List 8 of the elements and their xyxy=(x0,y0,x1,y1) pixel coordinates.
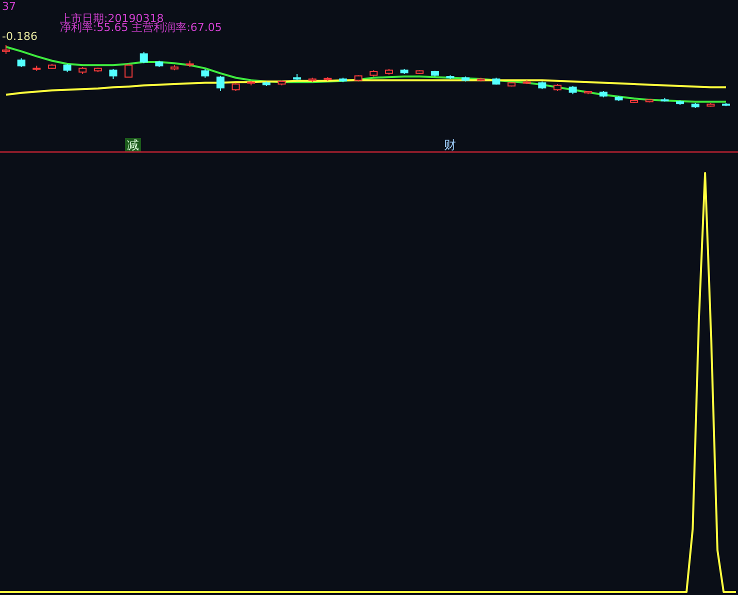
candlestick xyxy=(216,75,224,92)
text: 37 xyxy=(2,0,16,13)
candlestick xyxy=(109,68,118,80)
text: -0.186 xyxy=(2,30,38,43)
text: 财 xyxy=(444,138,456,152)
candlestick xyxy=(124,63,133,78)
text: 减 xyxy=(127,138,139,152)
candlestick xyxy=(140,51,148,64)
